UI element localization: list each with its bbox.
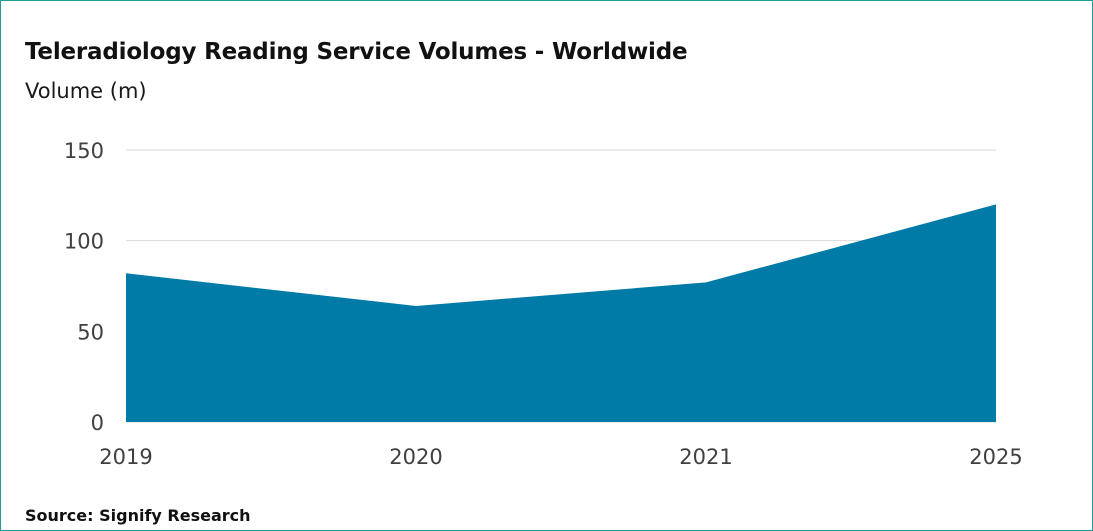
source-note: Source: Signify Research <box>25 506 251 525</box>
x-axis-ticks: 2019 2020 2021 2025 <box>99 445 1022 469</box>
area-series <box>125 204 997 422</box>
area-fill <box>126 204 996 422</box>
y-tick-label: 0 <box>91 411 104 435</box>
chart-subtitle: Volume (m) <box>25 79 147 103</box>
chart-title: Teleradiology Reading Service Volumes - … <box>25 39 688 65</box>
x-tick-label: 2020 <box>389 445 442 469</box>
x-tick-label: 2019 <box>99 445 152 469</box>
x-tick-label: 2021 <box>679 445 732 469</box>
y-tick-label: 150 <box>64 139 104 163</box>
y-tick-label: 50 <box>77 320 104 344</box>
y-tick-label: 100 <box>64 230 104 254</box>
y-axis-ticks: 0 50 100 150 <box>64 139 104 435</box>
x-tick-label: 2025 <box>969 445 1022 469</box>
